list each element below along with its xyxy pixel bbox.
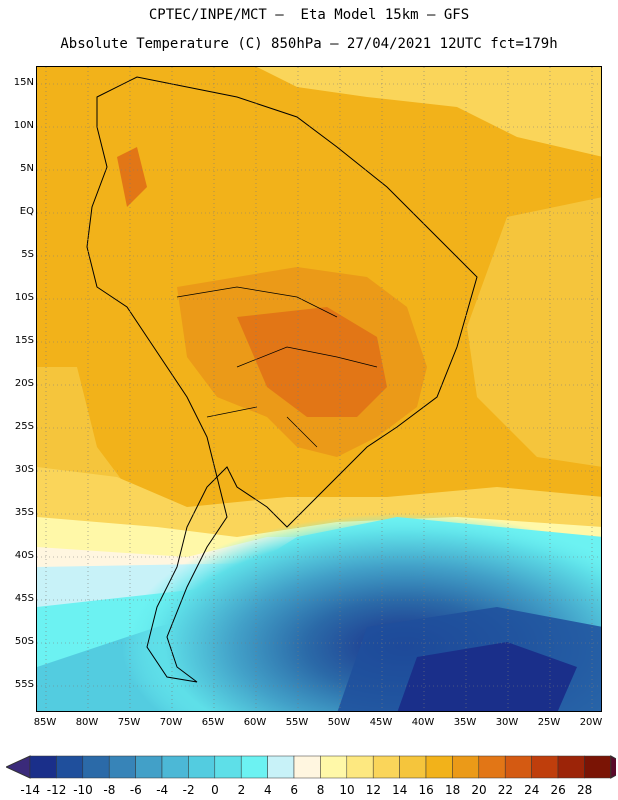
colorbar-tick-label: 6 (290, 783, 298, 797)
temp-zone-hot-core (237, 307, 387, 417)
temp-zone-darkest (397, 642, 577, 711)
colorbar-tick-label: 4 (263, 783, 272, 797)
colorbar (6, 755, 616, 779)
lon-label-45w: 45W (369, 717, 393, 728)
lon-label-20w: 20W (579, 717, 603, 728)
colorbar-cell (584, 755, 612, 779)
lat-label-15n: 15N (13, 77, 34, 88)
colorbar-max-arrow (610, 755, 616, 779)
colorbar-tick-label: 28 (576, 783, 593, 797)
temp-zone-north-east (257, 67, 601, 157)
lat-label-45s: 45S (14, 593, 34, 604)
colorbar-cell (108, 755, 136, 779)
lat-label-20s: 20S (14, 378, 34, 389)
colorbar-cell (29, 755, 57, 779)
colorbar-cell (267, 755, 295, 779)
lat-label-50s: 50S (14, 636, 34, 647)
colorbar-cell (214, 755, 242, 779)
lat-label-5s: 5S (21, 249, 34, 260)
colorbar-tick-label: 20 (471, 783, 487, 797)
colorbar-tick-label: 0 (211, 783, 219, 797)
colorbar-tick-label: 8 (316, 783, 325, 797)
lat-label-25s: 25S (14, 421, 34, 432)
colorbar-cell (372, 755, 400, 779)
colorbar-cell (399, 755, 427, 779)
lat-label-10n: 10N (13, 120, 34, 131)
colorbar-cell (240, 755, 268, 779)
colorbar-cell (557, 755, 585, 779)
colorbar-tick-label: 2 (237, 783, 246, 797)
lat-label-eq: EQ (19, 206, 34, 217)
colorbar-tick-label: -4 (156, 783, 169, 797)
colorbar-tick-label: -12 (46, 783, 67, 797)
colorbar-tick-label: 16 (418, 783, 434, 797)
colorbar-tick-label: 10 (339, 783, 355, 797)
colorbar-tick-label: 22 (497, 783, 514, 797)
colorbar-cell (161, 755, 189, 779)
south-america-outline (86, 76, 478, 683)
colorbar-cell (504, 755, 532, 779)
colorbar-tick-label: -10 (73, 783, 93, 797)
colorbar-cell (425, 755, 453, 779)
lat-label-30s: 30S (14, 464, 34, 475)
chart-subtitle: Absolute Temperature (C) 850hPa – 27/04/… (60, 36, 558, 52)
colorbar-cell (56, 755, 84, 779)
lon-label-60w: 60W (243, 717, 267, 728)
colorbar-tick-label: 14 (392, 783, 408, 797)
colorbar-cell (478, 755, 506, 779)
lon-label-85w: 85W (33, 717, 57, 728)
colorbar-tick-label: 12 (365, 783, 382, 797)
lon-label-65w: 65W (201, 717, 225, 728)
colorbar-cell (531, 755, 559, 779)
colorbar-min-arrow (6, 755, 31, 779)
colorbar-tick-label: 26 (550, 783, 566, 797)
colorbar-tick-label: 24 (524, 783, 540, 797)
colorbar-cell (320, 755, 348, 779)
colorbar-tick-label: -6 (129, 783, 142, 797)
lon-label-50w: 50W (327, 717, 351, 728)
country-borders (176, 286, 378, 448)
chart-title: CPTEC/INPE/MCT – Eta Model 15km – GFS (148, 7, 470, 23)
colorbar-cell (135, 755, 163, 779)
lon-label-35w: 35W (453, 717, 477, 728)
lat-label-40s: 40S (14, 550, 34, 561)
colorbar-tick-label: -14 (20, 783, 40, 797)
lat-label-5n: 5N (20, 163, 34, 174)
lon-label-80w: 80W (75, 717, 99, 728)
lon-label-40w: 40W (411, 717, 435, 728)
lon-label-30w: 30W (495, 717, 519, 728)
lat-label-35s: 35S (14, 507, 34, 518)
colorbar-cell (452, 755, 480, 779)
lat-label-10s: 10S (14, 292, 34, 303)
lon-label-55w: 55W (285, 717, 309, 728)
colorbar-tick-label: -2 (182, 783, 195, 797)
colorbar-tick-label: 18 (444, 783, 461, 797)
temp-zone-east-atlantic (467, 197, 601, 467)
lat-label-15s: 15S (14, 335, 34, 346)
colorbar-tick-label: -8 (103, 783, 116, 797)
colorbar-cell (293, 755, 321, 779)
temp-zone-andes-north (117, 147, 147, 207)
colorbar-cell (346, 755, 374, 779)
lon-label-70w: 70W (159, 717, 183, 728)
temperature-map (36, 66, 602, 712)
lon-label-75w: 75W (117, 717, 141, 728)
colorbar-cell (82, 755, 110, 779)
lat-label-55s: 55S (14, 679, 34, 690)
lon-label-25w: 25W (537, 717, 561, 728)
colorbar-cell (188, 755, 216, 779)
